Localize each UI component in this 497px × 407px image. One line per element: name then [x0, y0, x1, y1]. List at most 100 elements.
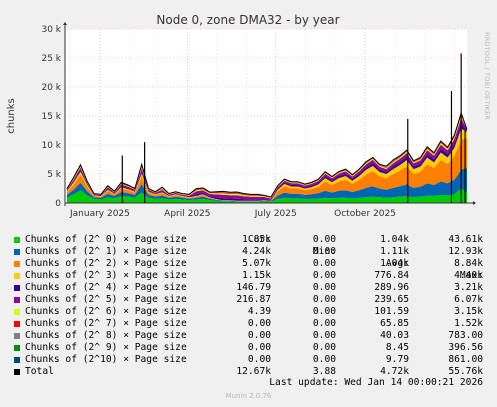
legend-min: 0.00: [312, 342, 336, 353]
legend-swatch: [14, 249, 20, 255]
legend-avg: 1.04k: [380, 258, 409, 269]
legend-swatch: [14, 345, 20, 351]
legend-max: 8.84k: [454, 258, 483, 269]
legend-header-min: Min:: [312, 246, 336, 257]
legend-cur: 4.24k: [242, 246, 271, 257]
legend-swatch: [14, 333, 20, 339]
y-tick-labels: 0 5 k 10 k 15 k 20 k 25 k 30 k: [41, 25, 61, 209]
legend-max: 861.00: [448, 354, 483, 365]
legend-max: 4.40k: [454, 270, 483, 281]
legend-cur: 0.00: [247, 342, 271, 353]
legend-avg: 239.65: [374, 294, 409, 305]
legend-cur: 216.87: [236, 294, 271, 305]
legend-row: Chunks of (2^ 8) × Page size 0.00 0.00 40.0…: [0, 330, 497, 342]
legend-cur: 0.00: [247, 330, 271, 341]
y-axis-label: chunks: [6, 98, 17, 134]
legend: Cur: Min: Avg: Max: Chunks of (2^ 0) × P…: [0, 222, 497, 378]
area-series: [66, 188, 468, 203]
legend-cur: 146.79: [236, 282, 271, 293]
legend-label: Chunks of (2^ 9) × Page size: [25, 342, 187, 353]
legend-header-avg: Avg:: [385, 258, 409, 269]
legend-row: Chunks of (2^ 2) × Page size 5.07k 0.00 1.0…: [0, 258, 497, 270]
area-series: [66, 167, 468, 202]
legend-max: 55.76k: [448, 366, 483, 377]
y-tick-label: 30 k: [41, 25, 61, 35]
legend-cur: 5.07k: [242, 258, 271, 269]
y-tick-label: 15 k: [41, 112, 61, 122]
y-tick-label: 25 k: [41, 54, 61, 64]
legend-max: 3.15k: [454, 306, 483, 317]
legend-row: Chunks of (2^10) × Page size 0.00 0.00 9.79…: [0, 354, 497, 366]
legend-row: Chunks of (2^ 4) × Page size 146.79 0.00 28…: [0, 282, 497, 294]
legend-max: 6.07k: [454, 294, 483, 305]
legend-label: Chunks of (2^ 5) × Page size: [25, 294, 187, 305]
legend-min: 0.00: [312, 318, 336, 329]
y-tick-label: 10 k: [41, 141, 61, 151]
legend-min: 3.88: [312, 366, 336, 377]
legend-avg: 101.59: [374, 306, 409, 317]
spike-lines: [121, 53, 466, 203]
area-series: [66, 138, 468, 202]
legend-row: Chunks of (2^ 6) × Page size 4.39 0.00 101.…: [0, 306, 497, 318]
stacked-areas: [66, 111, 468, 203]
legend-avg: 4.72k: [380, 366, 409, 377]
last-update: Last update: Wed Jan 14 00:00:21 2026: [269, 377, 483, 388]
rrdtool-side-label: RRDTOOL / TOBI OETIKER: [483, 32, 491, 120]
legend-max: 1.52k: [454, 318, 483, 329]
legend-label: Chunks of (2^ 4) × Page size: [25, 282, 187, 293]
legend-label: Chunks of (2^ 2) × Page size: [25, 258, 187, 269]
legend-row: Chunks of (2^ 1) × Page size 4.24k 0.00 1.1…: [0, 246, 497, 258]
legend-cur: 12.67k: [236, 366, 271, 377]
legend-max: 783.00: [448, 330, 483, 341]
y-tick-label: 5 k: [47, 170, 62, 180]
legend-label: Chunks of (2^ 8) × Page size: [25, 330, 187, 341]
legend-avg: 1.04k: [380, 234, 409, 245]
legend-cur: 1.15k: [242, 270, 271, 281]
munin-version: Munin 2.0.76: [225, 392, 272, 400]
legend-min: 0.00: [312, 354, 336, 365]
legend-avg: 289.96: [374, 282, 409, 293]
x-tick-label: July 2025: [254, 209, 297, 219]
legend-label: Chunks of (2^ 0) × Page size: [25, 234, 187, 245]
legend-label: Total: [25, 366, 54, 377]
axes: [63, 22, 476, 206]
legend-swatch: [14, 309, 20, 315]
legend-label: Chunks of (2^ 1) × Page size: [25, 246, 187, 257]
legend-max: 396.56: [448, 342, 483, 353]
total-line: [66, 111, 468, 198]
legend-avg: 1.11k: [380, 246, 409, 257]
legend-swatch: [14, 369, 20, 375]
legend-label: Chunks of (2^ 3) × Page size: [25, 270, 187, 281]
legend-row: Chunks of (2^ 9) × Page size 0.00 0.00 8.45…: [0, 342, 497, 354]
x-tick-label: October 2025: [334, 209, 396, 219]
legend-avg: 65.85: [380, 318, 409, 329]
x-axis-arrow: [473, 201, 476, 205]
legend-cur: 0.00: [247, 354, 271, 365]
legend-max: 12.93k: [448, 246, 483, 257]
legend-row: Chunks of (2^ 5) × Page size 216.87 0.00 23…: [0, 294, 497, 306]
chart-title: Node 0, zone DMA32 - by year: [156, 13, 339, 27]
legend-min: 0.00: [312, 330, 336, 341]
legend-swatch: [14, 357, 20, 363]
legend-swatch: [14, 273, 20, 279]
x-tick-label: April 2025: [164, 209, 210, 219]
legend-cur: 1.85k: [242, 234, 271, 245]
legend-min: 0.00: [312, 294, 336, 305]
legend-min: 0.00: [312, 234, 336, 245]
legend-label: Chunks of (2^ 7) × Page size: [25, 318, 187, 329]
legend-avg: 40.03: [380, 330, 409, 341]
legend-label: Chunks of (2^10) × Page size: [25, 354, 187, 365]
legend-swatch: [14, 321, 20, 327]
legend-min: 0.00: [312, 306, 336, 317]
legend-label: Chunks of (2^ 6) × Page size: [25, 306, 187, 317]
legend-row: Chunks of (2^ 0) × Page size 1.85k 0.00 1.0…: [0, 234, 497, 246]
legend-max: 43.61k: [448, 234, 483, 245]
legend-swatch: [14, 297, 20, 303]
legend-min: 0.00: [312, 282, 336, 293]
legend-avg: 9.79: [385, 354, 409, 365]
y-tick-label: 20 k: [41, 83, 61, 93]
legend-min: 0.00: [312, 258, 336, 269]
y-tick-label: 0: [55, 199, 61, 209]
legend-cur: 0.00: [247, 318, 271, 329]
legend-swatch: [14, 237, 20, 243]
